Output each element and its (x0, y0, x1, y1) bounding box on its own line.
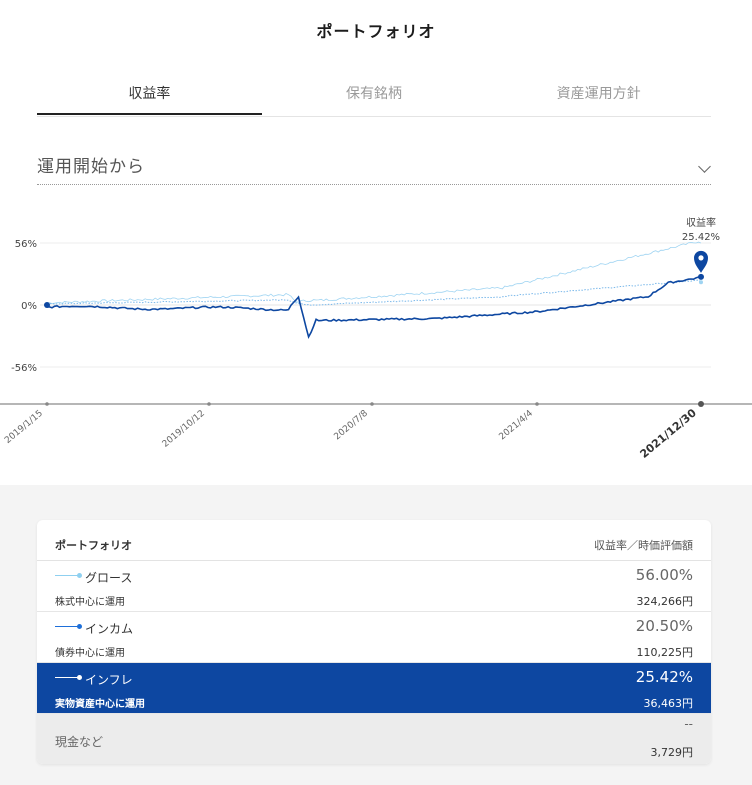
x-tick (207, 402, 211, 406)
x-tick (535, 402, 539, 406)
map-pin-icon (694, 250, 708, 273)
tab-bar: 収益率 保有銘柄 資産運用方針 (37, 80, 711, 117)
y-tick-label: 0% (21, 301, 37, 312)
x-tick-label: 2021/12/30 (638, 406, 700, 461)
y-tick-label: 56% (15, 239, 37, 250)
series-line-0 (46, 241, 702, 305)
fund-amount: 324,266円 (636, 595, 694, 608)
cash-row: 現金など -- 3,729円 (37, 714, 711, 764)
fund-row-income[interactable]: インカム 債券中心に運用 20.50% 110,225円 (37, 612, 711, 663)
fund-amount: 36,463円 (643, 697, 694, 710)
legend-line-inflation (55, 677, 81, 678)
fund-amount: 110,225円 (636, 646, 694, 659)
card-header-left: ポートフォリオ (55, 539, 132, 552)
fund-row-inflation[interactable]: インフレ 実物資産中心に運用 25.42% 36,463円 (37, 663, 711, 714)
tab-holdings[interactable]: 保有銘柄 (346, 86, 402, 102)
x-tick (370, 402, 374, 406)
fund-return: 25.42% (635, 668, 693, 686)
fund-description: 株式中心に運用 (55, 597, 125, 608)
x-tick-label: 2019/1/15 (3, 409, 45, 446)
cash-amount: 3,729円 (650, 746, 694, 759)
fund-description: 債券中心に運用 (55, 648, 125, 659)
period-label: 運用開始から (37, 157, 145, 177)
fund-return: 20.50% (635, 617, 693, 635)
series-line-1 (46, 279, 702, 306)
return-chart: 56% 0% -56% 2019/1/15 2019/10/12 2020/7/8 202… (0, 216, 752, 461)
legend-dot-inflation (77, 675, 82, 680)
cash-name: 現金など (55, 735, 104, 749)
fund-row-growth[interactable]: グロース 株式中心に運用 56.00% 324,266円 (37, 561, 711, 612)
legend-line-growth (55, 575, 81, 576)
x-tick (698, 401, 704, 407)
portfolio-card: ポートフォリオ 収益率／時価評価額 グロース 株式中心に運用 56.00% 32… (37, 520, 711, 764)
cash-return: -- (684, 717, 693, 731)
fund-name: グロース (85, 571, 133, 585)
fund-name: インフレ (85, 673, 133, 687)
series-line-2 (47, 276, 702, 340)
legend-dot-income (77, 624, 82, 629)
period-select[interactable]: 運用開始から (37, 150, 711, 185)
x-tick-label: 2020/7/8 (333, 408, 371, 442)
start-point (44, 302, 50, 308)
pin-center (698, 255, 704, 261)
y-tick-label: -56% (11, 363, 37, 374)
fund-return: 56.00% (635, 566, 693, 584)
fund-description: 実物資産中心に運用 (55, 699, 145, 710)
x-tick-label: 2021/4/4 (498, 408, 536, 442)
x-tick-label: 2019/10/12 (161, 409, 207, 450)
tab-investment-policy[interactable]: 資産運用方針 (556, 86, 641, 102)
card-header: ポートフォリオ 収益率／時価評価額 (37, 520, 711, 561)
end-point-income (699, 280, 703, 285)
chevron-down-icon (698, 160, 711, 173)
card-header-right: 収益率／時価評価額 (594, 539, 693, 552)
fund-name: インカム (85, 622, 134, 636)
annotation-label: 収益率 (686, 216, 716, 229)
annotation-value: 25.42% (682, 232, 720, 243)
legend-dot-growth (77, 573, 82, 578)
tab-return-rate[interactable]: 収益率 (37, 80, 262, 115)
end-point (698, 273, 704, 280)
legend-line-income (55, 626, 81, 627)
page-title: ポートフォリオ (316, 22, 436, 41)
x-tick (45, 402, 49, 406)
